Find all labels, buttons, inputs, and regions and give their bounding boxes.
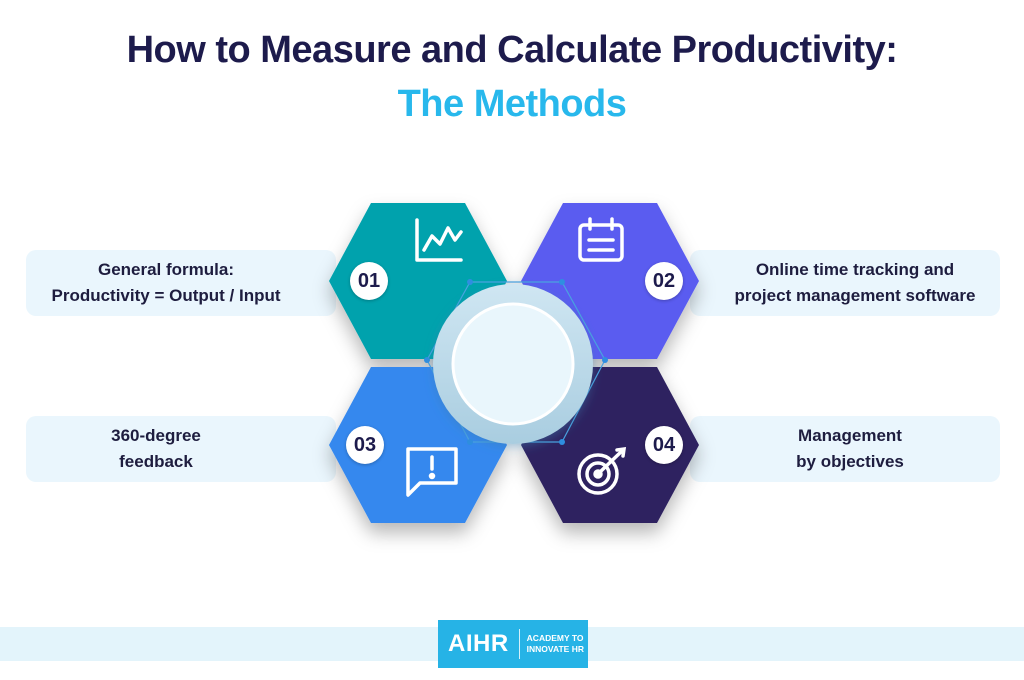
aihr-logo: AIHR ACADEMY TO INNOVATE HR	[438, 620, 588, 668]
logo-divider	[518, 629, 520, 659]
method-3-text-line-1: 360-degree	[111, 426, 201, 445]
method-1-text-line-1: General formula:	[97, 260, 235, 279]
logo-wordmark: AIHR	[448, 630, 509, 657]
page-title: How to Measure and Calculate Productivit…	[126, 29, 898, 71]
method-4-text-line-2: by objectives	[796, 452, 904, 471]
outline-handles	[424, 279, 608, 445]
method-1-panel: General formula: Productivity = Output /…	[26, 250, 336, 316]
method-3-number: 03	[346, 426, 384, 464]
method-2-panel: Online time tracking and project managem…	[690, 250, 1000, 316]
method-4-text-line-1: Management	[798, 426, 902, 445]
feedback-icon	[406, 447, 458, 497]
method-2-number: 02	[645, 262, 683, 300]
method-2-text-line-2: project management software	[734, 286, 976, 305]
method-1-number: 01	[350, 262, 388, 300]
line-chart-icon	[415, 218, 463, 262]
logo-tagline-line-1: ACADEMY TO	[526, 633, 584, 643]
method-4-panel: Management by objectives	[690, 416, 1000, 482]
method-4-number: 04	[645, 426, 683, 464]
calendar-icon	[578, 217, 624, 262]
method-2-text-line-1: Online time tracking and	[755, 260, 955, 279]
page-subtitle: The Methods	[397, 83, 627, 125]
method-3-panel: 360-degree feedback	[26, 416, 336, 482]
logo-tagline-line-2: INNOVATE HR	[526, 644, 584, 654]
method-3-text-line-2: feedback	[119, 452, 193, 471]
target-icon	[577, 446, 627, 495]
center-circle	[451, 302, 575, 426]
method-1-text-line-2: Productivity = Output / Input	[51, 286, 281, 305]
logo-tagline: ACADEMY TO INNOVATE HR	[520, 633, 584, 655]
